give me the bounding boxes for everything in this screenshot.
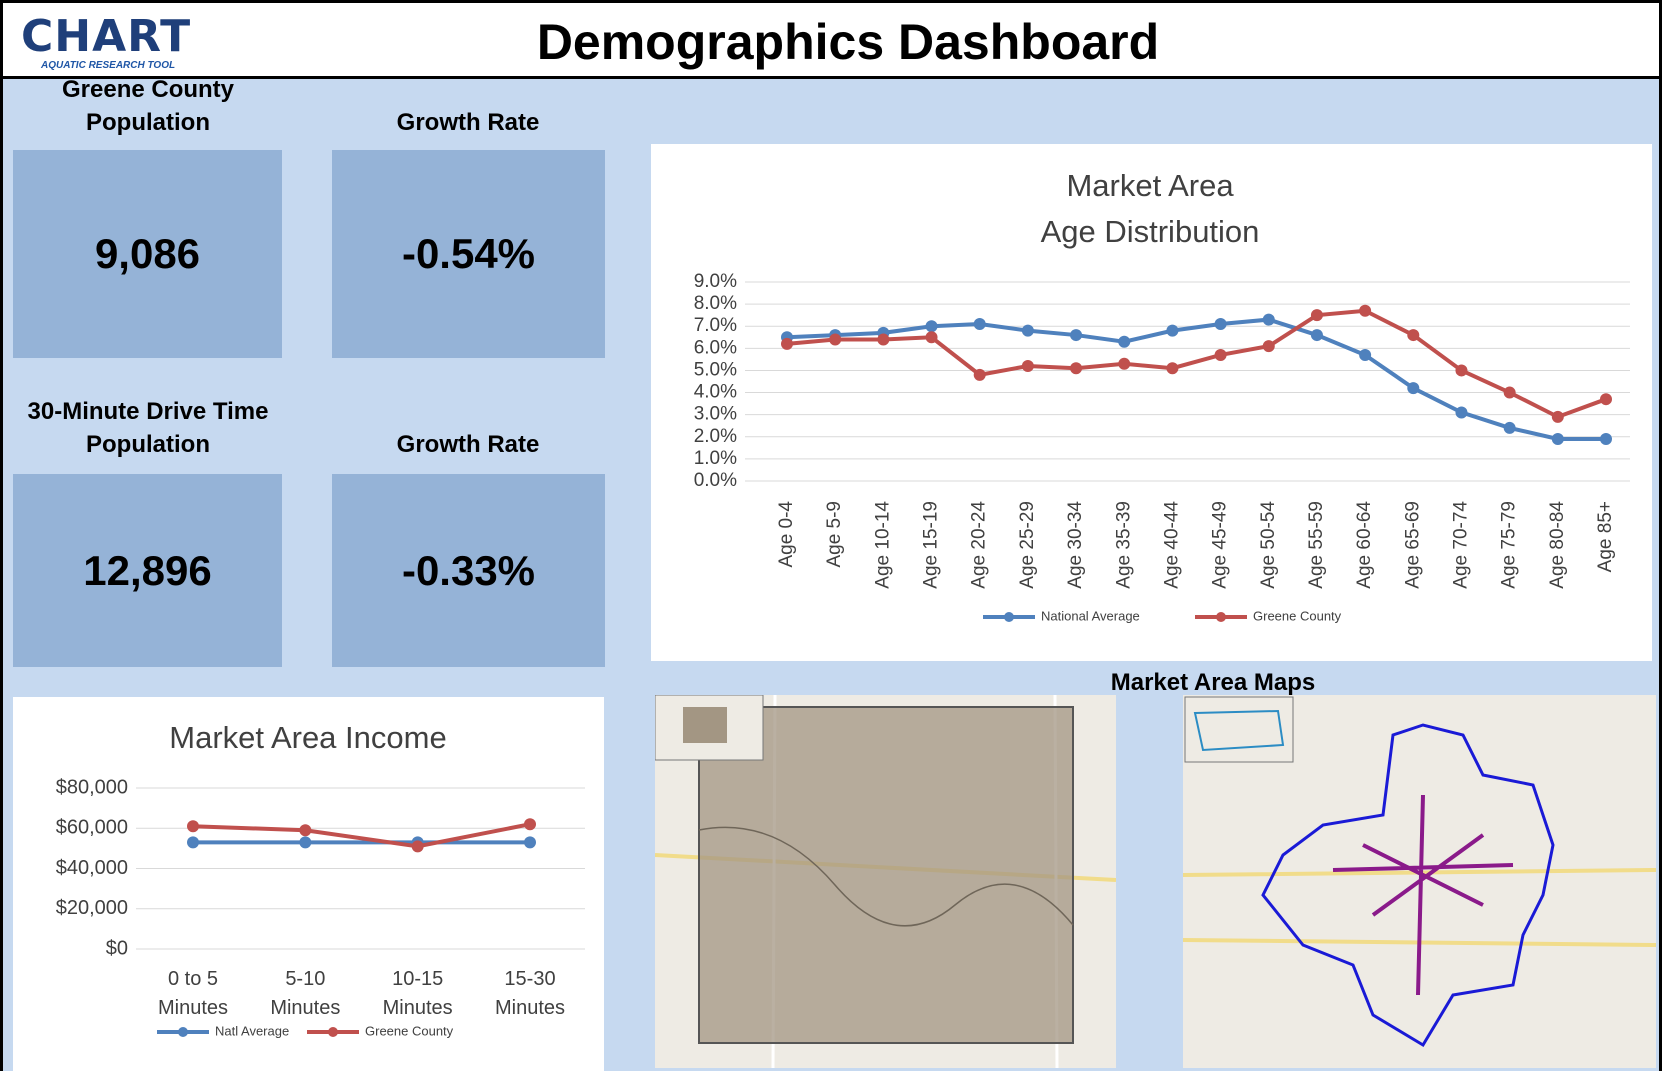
data-point: [524, 836, 536, 848]
legend-label: Greene County: [365, 1023, 454, 1038]
x-tick-label: Age 80-84: [1547, 501, 1568, 589]
legend-marker: [178, 1027, 188, 1037]
x-tick-label: Age 0-4: [776, 501, 797, 568]
x-tick-label: Age 30-34: [1065, 501, 1086, 589]
data-point: [1070, 362, 1082, 374]
chart-title: Market Area: [850, 163, 1450, 209]
data-point: [781, 338, 793, 350]
data-point: [187, 820, 199, 832]
y-tick-label: 8.0%: [694, 293, 737, 314]
x-tick-label: Age 50-54: [1258, 501, 1279, 589]
data-point: [1359, 305, 1371, 317]
x-tick-label: Age 85+: [1595, 501, 1616, 572]
legend-marker: [1216, 612, 1226, 622]
y-tick-label: $20,000: [56, 897, 128, 919]
y-tick-label: 5.0%: [694, 359, 737, 380]
chart-title: Age Distribution: [850, 209, 1450, 255]
y-tick-label: 7.0%: [694, 315, 737, 336]
x-tick-label: Age 45-49: [1210, 501, 1231, 589]
y-tick-label: 6.0%: [694, 337, 737, 358]
x-tick-label: Age 25-29: [1017, 501, 1038, 589]
data-point: [1166, 325, 1178, 337]
x-tick-label: Age 60-64: [1354, 501, 1375, 589]
data-point: [1118, 358, 1130, 370]
data-point: [1263, 340, 1275, 352]
legend-marker: [328, 1027, 338, 1037]
y-tick-label: 2.0%: [694, 426, 737, 447]
x-tick-label: Age 10-14: [872, 501, 893, 589]
data-point: [1215, 349, 1227, 361]
data-point: [412, 840, 424, 852]
x-tick-label: 5-10 Minutes: [250, 965, 360, 1023]
x-tick-label: 0 to 5 Minutes: [138, 965, 248, 1023]
data-point: [1552, 411, 1564, 423]
data-point: [1407, 382, 1419, 394]
y-tick-label: 3.0%: [694, 404, 737, 425]
data-point: [974, 369, 986, 381]
data-point: [1504, 387, 1516, 399]
data-point: [926, 320, 938, 332]
legend-label: Natl Average: [215, 1023, 289, 1038]
data-point: [1215, 318, 1227, 330]
data-point: [829, 333, 841, 345]
data-point: [1311, 329, 1323, 341]
dashboard: CHART AQUATIC RESEARCH TOOL Demographics…: [0, 0, 1662, 1071]
y-tick-label: $80,000: [56, 776, 128, 798]
y-tick-label: 0.0%: [694, 470, 737, 491]
y-tick-label: $0: [106, 937, 128, 959]
x-tick-label: Age 70-74: [1450, 501, 1471, 589]
data-point: [1600, 433, 1612, 445]
data-point: [877, 333, 889, 345]
y-tick-label: $40,000: [56, 857, 128, 879]
data-point: [187, 836, 199, 848]
data-point: [299, 836, 311, 848]
data-point: [1407, 329, 1419, 341]
data-point: [1166, 362, 1178, 374]
data-point: [1552, 433, 1564, 445]
data-point: [974, 318, 986, 330]
data-point: [1504, 422, 1516, 434]
data-point: [299, 824, 311, 836]
x-tick-label: Age 75-79: [1499, 501, 1520, 589]
legend-label: Greene County: [1253, 608, 1342, 623]
x-tick-label: Age 5-9: [824, 501, 845, 568]
data-point: [1070, 329, 1082, 341]
data-point: [1022, 360, 1034, 372]
y-tick-label: 1.0%: [694, 448, 737, 469]
x-tick-label: Age 20-24: [969, 501, 990, 589]
data-point: [1022, 325, 1034, 337]
x-tick-label: 15-30 Minutes: [475, 965, 585, 1023]
data-point: [1600, 393, 1612, 405]
data-point: [1311, 309, 1323, 321]
x-tick-label: Age 65-69: [1402, 501, 1423, 589]
x-tick-label: Age 40-44: [1161, 501, 1182, 589]
data-point: [1118, 336, 1130, 348]
x-tick-label: Age 35-39: [1113, 501, 1134, 589]
data-point: [1263, 314, 1275, 326]
y-tick-label: 9.0%: [694, 271, 737, 292]
y-tick-label: $60,000: [56, 817, 128, 839]
y-tick-label: 4.0%: [694, 382, 737, 403]
legend-label: National Average: [1041, 608, 1140, 623]
chart-title: Market Area Income: [58, 715, 558, 761]
data-point: [1359, 349, 1371, 361]
data-point: [1455, 364, 1467, 376]
x-tick-label: Age 15-19: [921, 501, 942, 589]
x-tick-label: 10-15 Minutes: [363, 965, 473, 1023]
data-point: [524, 818, 536, 830]
legend-marker: [1004, 612, 1014, 622]
data-point: [1455, 406, 1467, 418]
x-tick-label: Age 55-59: [1306, 501, 1327, 589]
data-point: [926, 331, 938, 343]
